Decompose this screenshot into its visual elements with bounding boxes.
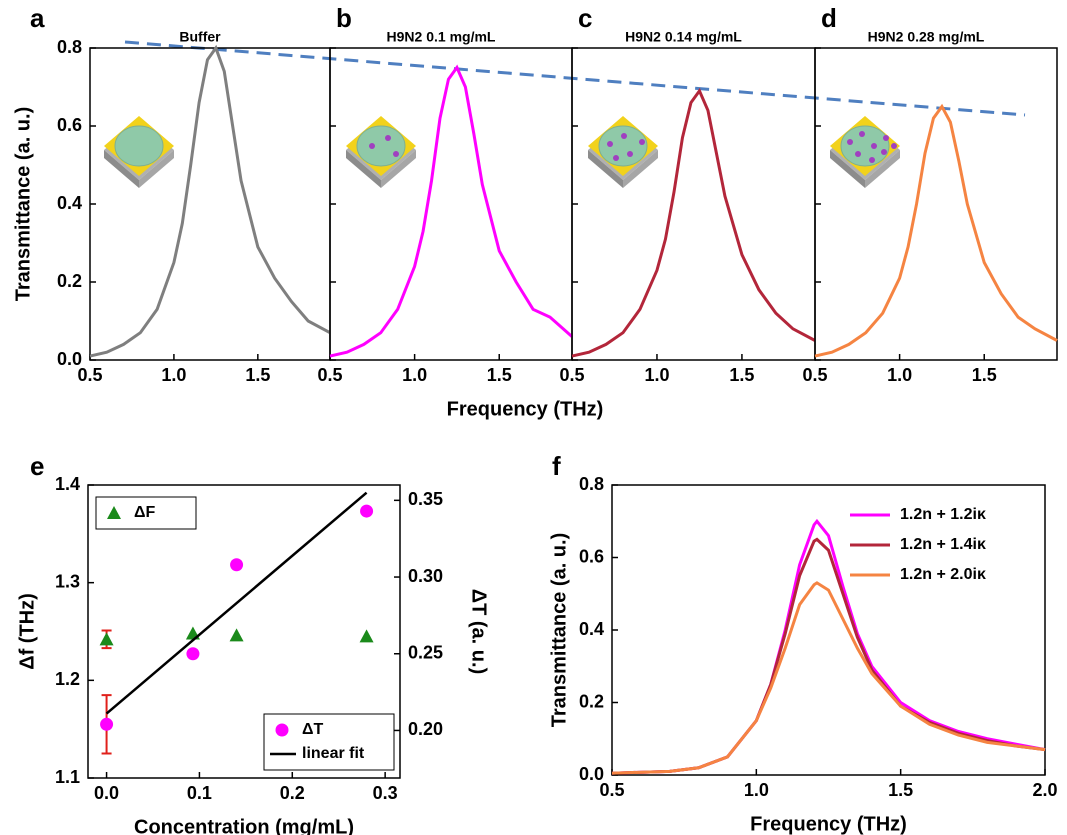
x-tick-label: 1.5 — [972, 365, 997, 385]
series-line — [571, 87, 816, 358]
x-tick-label: 0.5 — [599, 780, 624, 800]
x-tick-label: 1.5 — [729, 365, 754, 385]
y2-tick-label: 0.35 — [408, 489, 443, 509]
legend-swatch — [107, 506, 121, 519]
series-line — [814, 103, 1058, 358]
point — [230, 558, 244, 572]
y-tick-label: 0.0 — [57, 349, 82, 369]
axes-frame — [814, 47, 1058, 361]
series-line — [611, 518, 1046, 775]
panel-letter: b — [336, 3, 352, 33]
insets — [103, 115, 901, 189]
y-tick-label: 0.4 — [57, 193, 82, 213]
axes-frame — [329, 47, 573, 361]
trend-line — [124, 40, 1026, 117]
y-tick-label: 0.2 — [579, 691, 604, 711]
y-tick-label: 0.4 — [579, 619, 604, 639]
legend-box — [263, 713, 395, 771]
panel-letter: c — [578, 3, 592, 33]
panel-title: H9N2 0.28 mg/mL — [868, 29, 985, 45]
point — [186, 647, 200, 661]
y-axis-label: Δf (THz) — [16, 593, 38, 670]
point — [99, 632, 114, 646]
x-tick-label: 0.5 — [559, 365, 584, 385]
x-tick-label: 0.5 — [802, 365, 827, 385]
panel-title: H9N2 0.1 mg/mL — [387, 29, 496, 45]
point — [229, 628, 244, 642]
x-axis-label: Frequency (THz) — [447, 398, 604, 420]
panel-letter: f — [552, 451, 561, 481]
y-tick-label: 0.2 — [57, 271, 82, 291]
y-tick-label: 0.8 — [57, 37, 82, 57]
y-tick-label: 1.4 — [55, 474, 80, 494]
legend-label: ΔF — [134, 504, 156, 521]
legend-label: 1.2n + 1.4iκ — [900, 536, 986, 553]
x-tick-label: 1.0 — [744, 780, 769, 800]
x-tick-label: 2.0 — [1032, 780, 1057, 800]
point — [359, 629, 374, 643]
x-tick-label: 0.5 — [77, 365, 102, 385]
series-line — [611, 581, 1046, 775]
panel-letter: a — [30, 3, 45, 33]
y-axis-label: Transmittance (a. u.) — [548, 533, 570, 728]
panel-letter: e — [30, 451, 44, 481]
point — [360, 504, 374, 518]
y-tick-label: 0.8 — [579, 474, 604, 494]
x-tick-label: 1.5 — [245, 365, 270, 385]
x-tick-label: 1.0 — [402, 365, 427, 385]
x-axis-label: Frequency (THz) — [750, 813, 907, 835]
legend-swatch — [275, 723, 289, 737]
y-tick-label: 1.1 — [55, 767, 80, 787]
y-tick-label: 0.0 — [579, 764, 604, 784]
legend-label: 1.2n + 2.0iκ — [900, 566, 986, 583]
panel-letter: d — [821, 3, 837, 33]
x-tick-label: 1.0 — [644, 365, 669, 385]
x-tick-label: 1.0 — [887, 365, 912, 385]
fit-line — [105, 491, 368, 715]
legend-label: ΔT — [302, 721, 324, 738]
panel-title: H9N2 0.14 mg/mL — [625, 29, 742, 45]
y2-axis-label: ΔT (a. u.) — [468, 589, 490, 674]
axes-frame — [611, 484, 1046, 776]
y2-tick-label: 0.25 — [408, 642, 443, 662]
legend-label: linear fit — [302, 745, 365, 762]
x-tick-label: 0.1 — [187, 783, 212, 803]
x-tick-label: 0.5 — [317, 365, 342, 385]
series-line — [89, 44, 331, 358]
y-tick-label: 1.3 — [55, 571, 80, 591]
y-axis-label: Transmittance (a. u.) — [12, 107, 34, 302]
axes-frame — [87, 484, 401, 779]
y-tick-label: 0.6 — [57, 115, 82, 135]
y-tick-label: 0.6 — [579, 546, 604, 566]
y-tick-label: 1.2 — [55, 669, 80, 689]
x-tick-label: 0.0 — [94, 783, 119, 803]
y2-tick-label: 0.30 — [408, 566, 443, 586]
y2-tick-label: 0.20 — [408, 719, 443, 739]
point — [100, 717, 114, 731]
x-tick-label: 1.5 — [487, 365, 512, 385]
legend-label: 1.2n + 1.2iκ — [900, 506, 986, 523]
axes-frame — [571, 47, 816, 361]
x-tick-label: 0.3 — [373, 783, 398, 803]
panel-title: Buffer — [179, 29, 221, 45]
x-tick-label: 1.5 — [888, 780, 913, 800]
x-tick-label: 0.2 — [280, 783, 305, 803]
series-line — [329, 64, 573, 358]
axes-frame — [89, 47, 331, 361]
x-axis-label: Concentration (mg/mL) — [134, 816, 354, 835]
x-tick-label: 1.0 — [161, 365, 186, 385]
